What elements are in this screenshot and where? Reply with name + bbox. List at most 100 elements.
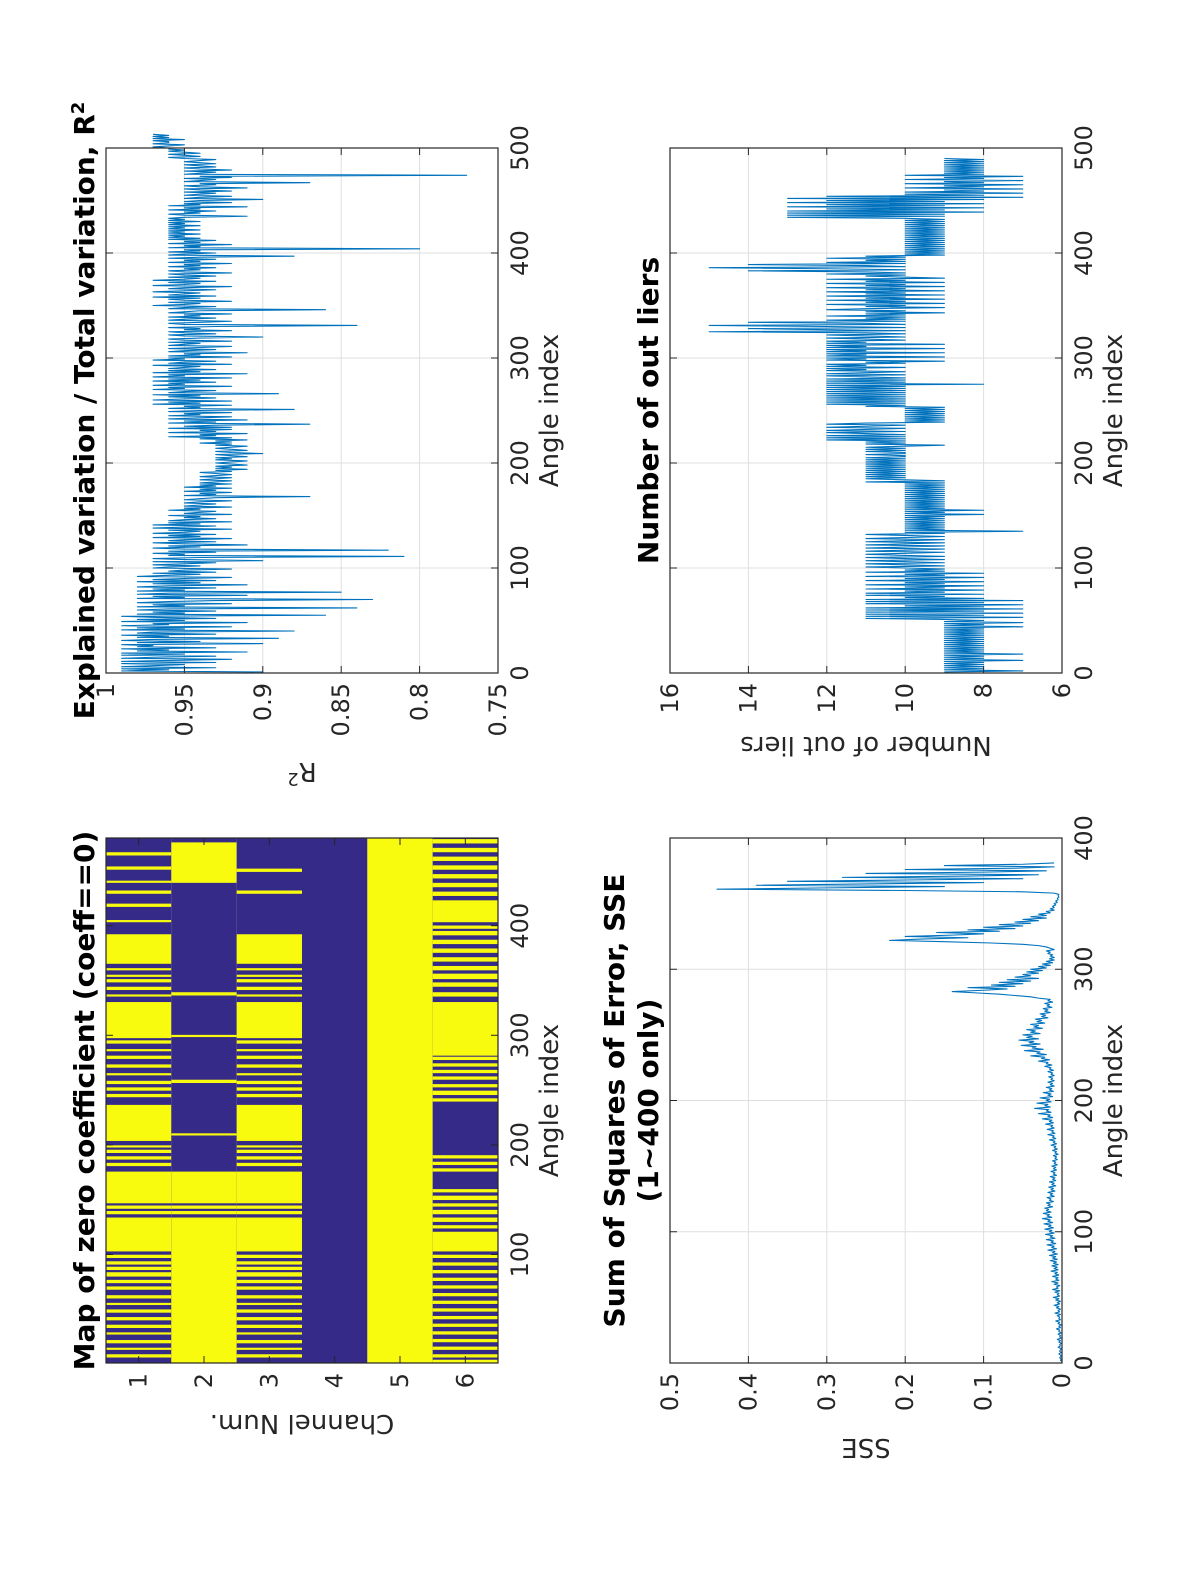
heatmap-zero-cell xyxy=(106,1286,172,1290)
x-tick-label: 200 xyxy=(506,1122,534,1168)
y-axis-label-text: R xyxy=(299,756,317,786)
chart-title-line-2: (1~400 only) xyxy=(632,999,665,1203)
heatmap-zero-cell xyxy=(236,1087,303,1091)
heatmap-zero-cell xyxy=(432,1315,498,1320)
panel-zero-coefficient-map: 100 200 300 400 1 2 3 4 5 6 Map of zero coeffici… xyxy=(68,831,565,1438)
heatmap-zero-cell xyxy=(432,930,498,936)
y-tick-label: 0.2 xyxy=(891,1373,919,1411)
heatmap-zero-cell xyxy=(171,1171,237,1204)
heatmap-zero-cell xyxy=(432,1168,498,1172)
heatmap-row-ch3 xyxy=(236,838,303,1363)
x-tick-label: 200 xyxy=(1070,440,1098,486)
y-tick-label: 0.9 xyxy=(249,683,277,721)
heatmap-zero-cell xyxy=(106,968,172,971)
chart-title: Number of out liers xyxy=(632,257,665,564)
y-tick-label: 2 xyxy=(190,1373,218,1388)
x-tick-label: 200 xyxy=(506,440,534,486)
heatmap-zero-cell xyxy=(432,1002,498,1056)
y-axis-label: Channel Num. xyxy=(210,1408,395,1438)
heatmap-zero-cell xyxy=(106,1217,172,1252)
x-tick-label: 100 xyxy=(506,1232,534,1278)
y-tick-label: 0.8 xyxy=(406,683,434,721)
heatmap-zero-cell xyxy=(432,1056,498,1061)
y-tick-label: 0.85 xyxy=(327,683,355,736)
heatmap-zero-cell xyxy=(236,986,303,991)
series-line xyxy=(121,133,468,673)
heatmap-zero-cell xyxy=(171,1133,237,1136)
heatmap-zero-cell xyxy=(106,1093,172,1098)
x-tick-label: 500 xyxy=(1070,125,1098,171)
y-axis-label-superscript: 2 xyxy=(287,769,298,790)
heatmap-zero-cell xyxy=(106,1254,172,1258)
heatmap-zero-cell xyxy=(171,842,237,883)
y-axis-label: R2 xyxy=(287,756,317,790)
heatmap-zero-cell xyxy=(236,1064,303,1068)
heatmap-zero-cell xyxy=(432,1189,498,1193)
y-ticks: 0.75 0.8 0.85 0.9 0.95 1 xyxy=(92,148,512,736)
heatmap-zero-cell xyxy=(236,1002,303,1039)
heatmap-zero-cell xyxy=(106,1309,172,1313)
heatmap-zero-cell xyxy=(432,1161,498,1166)
heatmap-zero-cell xyxy=(106,1087,172,1091)
heatmap-zero-cell xyxy=(106,1354,172,1358)
y-axis-label: Number of out liers xyxy=(740,730,992,760)
heatmap-zero-cell xyxy=(106,1205,172,1209)
chart-title: Map of zero coefficient (coeff==0) xyxy=(68,831,101,1371)
y-tick-label: 12 xyxy=(813,683,841,714)
heatmap-zero-cell xyxy=(236,968,303,971)
heatmap-zero-cell xyxy=(236,994,303,997)
heatmap-zero-cell xyxy=(432,965,498,971)
y-tick-label: 16 xyxy=(656,683,684,714)
y-tick-label: 6 xyxy=(1048,683,1076,698)
x-ticks: 0 100 200 300 400 500 xyxy=(106,125,534,681)
x-tick-label: 0 xyxy=(1070,665,1098,680)
series-line xyxy=(716,862,1063,1363)
heatmap-zero-cell xyxy=(106,1055,172,1059)
heatmap-zero-cell xyxy=(106,1002,172,1039)
x-tick-label: 300 xyxy=(1070,335,1098,381)
heatmap-zero-cell xyxy=(236,1205,303,1209)
y-tick-label: 1 xyxy=(125,1373,153,1388)
heatmap-zero-cell xyxy=(106,1347,172,1350)
heatmap-zero-cell xyxy=(236,1055,303,1059)
heatmap-zero-cell xyxy=(236,1080,303,1085)
heatmap-zero-cell xyxy=(432,856,498,861)
x-tick-label: 400 xyxy=(506,903,534,949)
heatmap-zero-cell xyxy=(432,891,498,896)
heatmap-zero-cell xyxy=(432,1270,498,1274)
y-tick-label: 3 xyxy=(255,1373,283,1388)
heatmap-zero-cell xyxy=(236,1261,303,1265)
heatmap-zero-cell xyxy=(432,1354,498,1358)
heatmap-zero-cell xyxy=(432,865,498,870)
heatmap-zero-cell xyxy=(106,1049,172,1052)
heatmap-zero-cell xyxy=(432,939,498,945)
heatmap-zero-cell xyxy=(106,1317,172,1321)
heatmap-zero-cell xyxy=(106,1171,172,1204)
heatmap-zero-cell xyxy=(432,1155,498,1159)
heatmap-zero-cell xyxy=(236,1302,303,1306)
heatmap-zero-cell xyxy=(432,992,498,997)
heatmap-zero-cell xyxy=(106,1080,172,1085)
y-tick-label: 0.5 xyxy=(656,1373,684,1411)
heatmap-zero-cell xyxy=(236,979,303,983)
heatmap-zero-cell xyxy=(236,1162,303,1167)
heatmap-zero-cell xyxy=(236,1254,303,1258)
heatmap-zero-cell xyxy=(432,1203,498,1207)
chart-title-superscript: 2 xyxy=(68,102,89,115)
heatmap-zero-cell xyxy=(432,1338,498,1343)
heatmap-zero-cell xyxy=(236,1272,303,1277)
heatmap-zero-cell xyxy=(106,979,172,983)
x-axis-label: Angle index xyxy=(535,1024,565,1177)
y-tick-label: 0.75 xyxy=(484,683,512,736)
heatmap-zero-cell xyxy=(432,1069,498,1074)
heatmap-zero-cell xyxy=(106,1272,172,1277)
x-tick-label: 100 xyxy=(1070,545,1098,591)
heatmap-zero-cell xyxy=(432,1063,498,1067)
x-tick-label: 0 xyxy=(506,665,534,680)
heatmap-zero-cell xyxy=(106,1156,172,1160)
axes-frame xyxy=(105,147,499,674)
x-tick-label: 300 xyxy=(1070,946,1098,992)
heatmap-zero-cell xyxy=(432,1331,498,1335)
heatmap-zero-cell xyxy=(432,1076,498,1080)
panel-outliers: 0 100 200 300 400 500 6 8 10 12 14 16 Number of ou… xyxy=(632,125,1129,760)
